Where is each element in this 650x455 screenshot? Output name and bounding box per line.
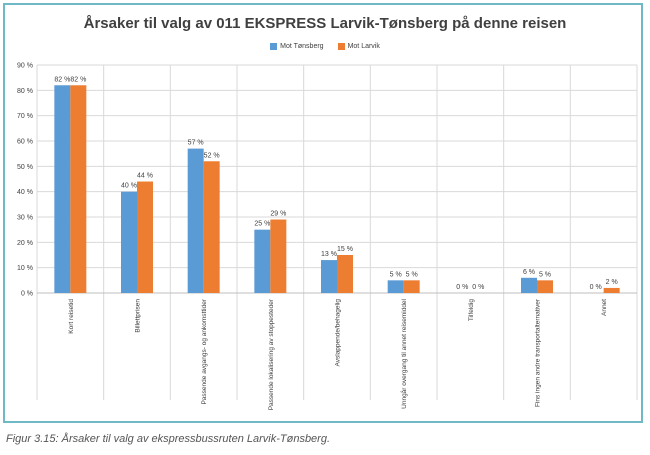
bar-series-0 <box>121 191 137 293</box>
bar-series-0 <box>254 229 271 293</box>
bar-series-1 <box>203 161 220 293</box>
y-tick-label: 20 % <box>17 240 33 247</box>
x-tick-label: Kort reisetid <box>68 299 75 334</box>
bar-series-0 <box>187 148 204 293</box>
bar-series-0 <box>521 277 537 293</box>
bar-series-0 <box>54 85 71 294</box>
x-tick-label: Passende lokalisering av stoppesteder <box>268 298 275 410</box>
y-tick-label: 60 % <box>17 139 33 146</box>
y-tick-label: 90 % <box>17 63 33 70</box>
x-tick-label: Fins ingen andre transportalternativer <box>535 298 542 407</box>
x-tick-label: Unngår overgang til annet reisemiddel <box>400 298 408 408</box>
bar-series-0 <box>321 260 337 293</box>
bar-series-1 <box>137 181 153 293</box>
data-label: 52 % <box>204 152 220 159</box>
bar-series-1 <box>603 287 620 293</box>
chart-legend: Mot Tønsberg Mot Larvik <box>5 43 645 50</box>
data-label: 6 % <box>523 269 535 276</box>
bar-series-1 <box>70 85 87 294</box>
data-label: 0 % <box>472 284 484 291</box>
data-label: 5 % <box>406 271 418 278</box>
legend-item-series-1: Mot Larvik <box>337 43 380 50</box>
data-label: 0 % <box>590 284 602 291</box>
y-tick-label: 80 % <box>17 88 33 95</box>
data-label: 0 % <box>456 284 468 291</box>
data-label: 44 % <box>137 173 153 180</box>
legend-label: Mot Larvik <box>347 43 380 50</box>
bar-series-1 <box>537 280 553 293</box>
data-label: 5 % <box>390 271 402 278</box>
legend-item-series-0: Mot Tønsberg <box>270 43 324 50</box>
data-label: 15 % <box>337 246 353 253</box>
bar-series-1 <box>270 219 287 293</box>
data-label: 13 % <box>321 251 337 258</box>
x-tick-label: Tilfeldig <box>468 299 475 322</box>
y-tick-label: 10 % <box>17 265 33 272</box>
y-tick-label: 70 % <box>17 113 33 120</box>
bar-chart: 0 % 10 % 20 % 30 % 40 % 50 % 60 % 70 % 80 % 90 % 8… <box>17 63 638 410</box>
data-label: 57 % <box>188 140 204 147</box>
y-tick-label: 40 % <box>17 189 33 196</box>
legend-label: Mot Tønsberg <box>280 43 324 50</box>
bar-series-0 <box>387 280 404 293</box>
legend-swatch <box>337 43 345 50</box>
y-tick-label: 30 % <box>17 215 33 222</box>
data-label: 40 % <box>121 183 137 190</box>
data-label: 2 % <box>606 279 618 286</box>
data-label: 82 % <box>70 76 86 83</box>
bar-series-1 <box>337 255 353 293</box>
y-tick-label: 50 % <box>17 164 33 171</box>
data-label: 82 % <box>54 76 70 83</box>
data-label: 29 % <box>270 211 286 218</box>
legend-swatch <box>270 43 278 50</box>
x-tick-label: Billettprisen <box>135 299 142 333</box>
data-label: 25 % <box>254 221 270 228</box>
data-label: 5 % <box>539 271 551 278</box>
x-tick-label: Avslappende/behagelig <box>335 299 342 367</box>
chart-frame: Årsaker til valg av 011 EKSPRESS Larvik-… <box>3 3 643 423</box>
figure-caption: Figur 3.15: Årsaker til valg av ekspress… <box>6 433 331 445</box>
chart-title: Årsaker til valg av 011 EKSPRESS Larvik-… <box>83 15 567 32</box>
x-tick-label: Annet <box>601 299 608 316</box>
y-tick-label: 0 % <box>21 291 33 298</box>
x-tick-label: Passende avgangs- og ankomsttider <box>201 298 208 404</box>
bar-series-1 <box>403 280 420 293</box>
